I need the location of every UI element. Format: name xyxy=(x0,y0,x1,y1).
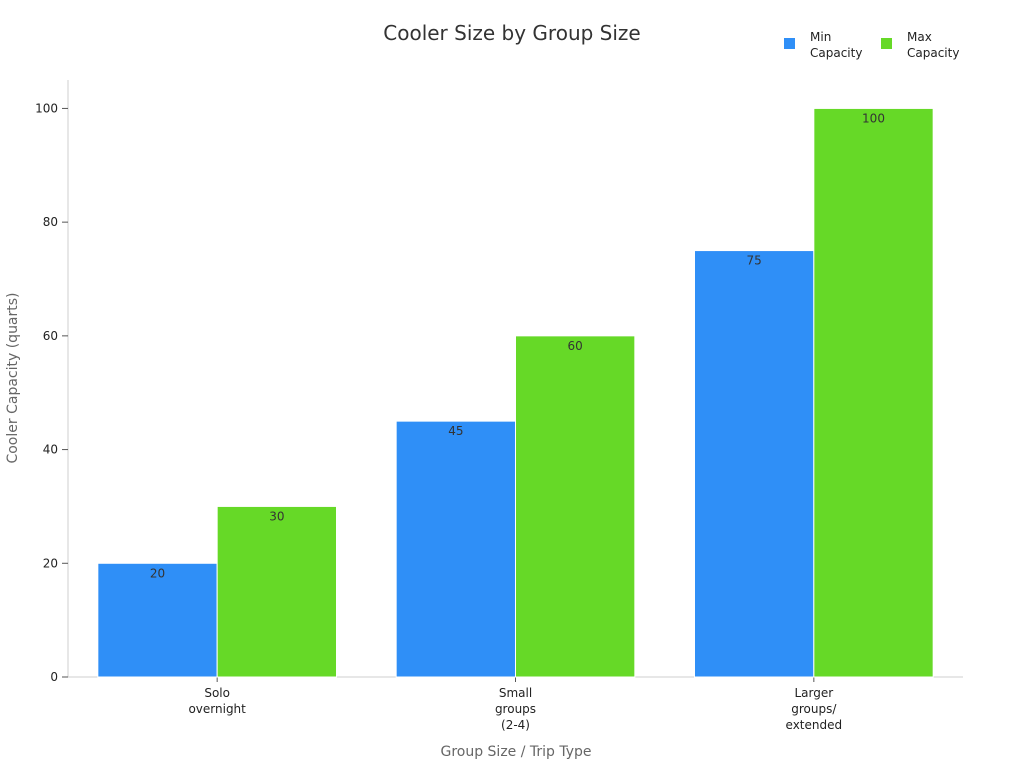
bar xyxy=(694,250,815,678)
bar xyxy=(813,107,934,678)
legend-label: Max Capacity xyxy=(907,30,959,60)
legend-swatch xyxy=(881,38,892,49)
data-label: 60 xyxy=(568,339,583,353)
y-tick-label: 100 xyxy=(35,101,58,115)
chart-title: Cooler Size by Group Size xyxy=(383,21,640,45)
bar xyxy=(97,562,218,678)
data-labels: 20 30 45 60 75 100 xyxy=(150,111,885,580)
bars xyxy=(97,107,934,678)
legend: Min Capacity Max Capacity xyxy=(784,30,959,60)
data-label: 100 xyxy=(862,111,885,125)
bar xyxy=(395,420,516,678)
bar xyxy=(515,335,636,678)
y-tick-label: 40 xyxy=(43,443,58,457)
x-tick-label: Larger groups/extended xyxy=(786,686,843,732)
legend-swatch xyxy=(784,38,795,49)
y-tick-label: 0 xyxy=(50,670,58,684)
data-label: 30 xyxy=(269,509,284,523)
x-axis-title: Group Size / Trip Type xyxy=(440,744,591,760)
data-label: 75 xyxy=(747,254,762,268)
y-axis-title: Cooler Capacity (quarts) xyxy=(5,292,21,463)
data-label: 45 xyxy=(448,424,463,438)
y-tick-label: 20 xyxy=(43,556,58,570)
y-axis: 0 20 40 60 80 100 xyxy=(35,80,69,684)
x-tick-label: Solo overnight xyxy=(188,686,246,716)
x-tick-label: Small groups (2-4) xyxy=(495,686,536,732)
x-axis: Solo overnight Small groups (2-4) Larger group… xyxy=(68,676,963,732)
data-label: 20 xyxy=(150,566,165,580)
legend-label: Min Capacity xyxy=(810,30,862,60)
y-tick-label: 80 xyxy=(43,215,58,229)
bar xyxy=(216,505,338,678)
y-tick-label: 60 xyxy=(43,329,58,343)
